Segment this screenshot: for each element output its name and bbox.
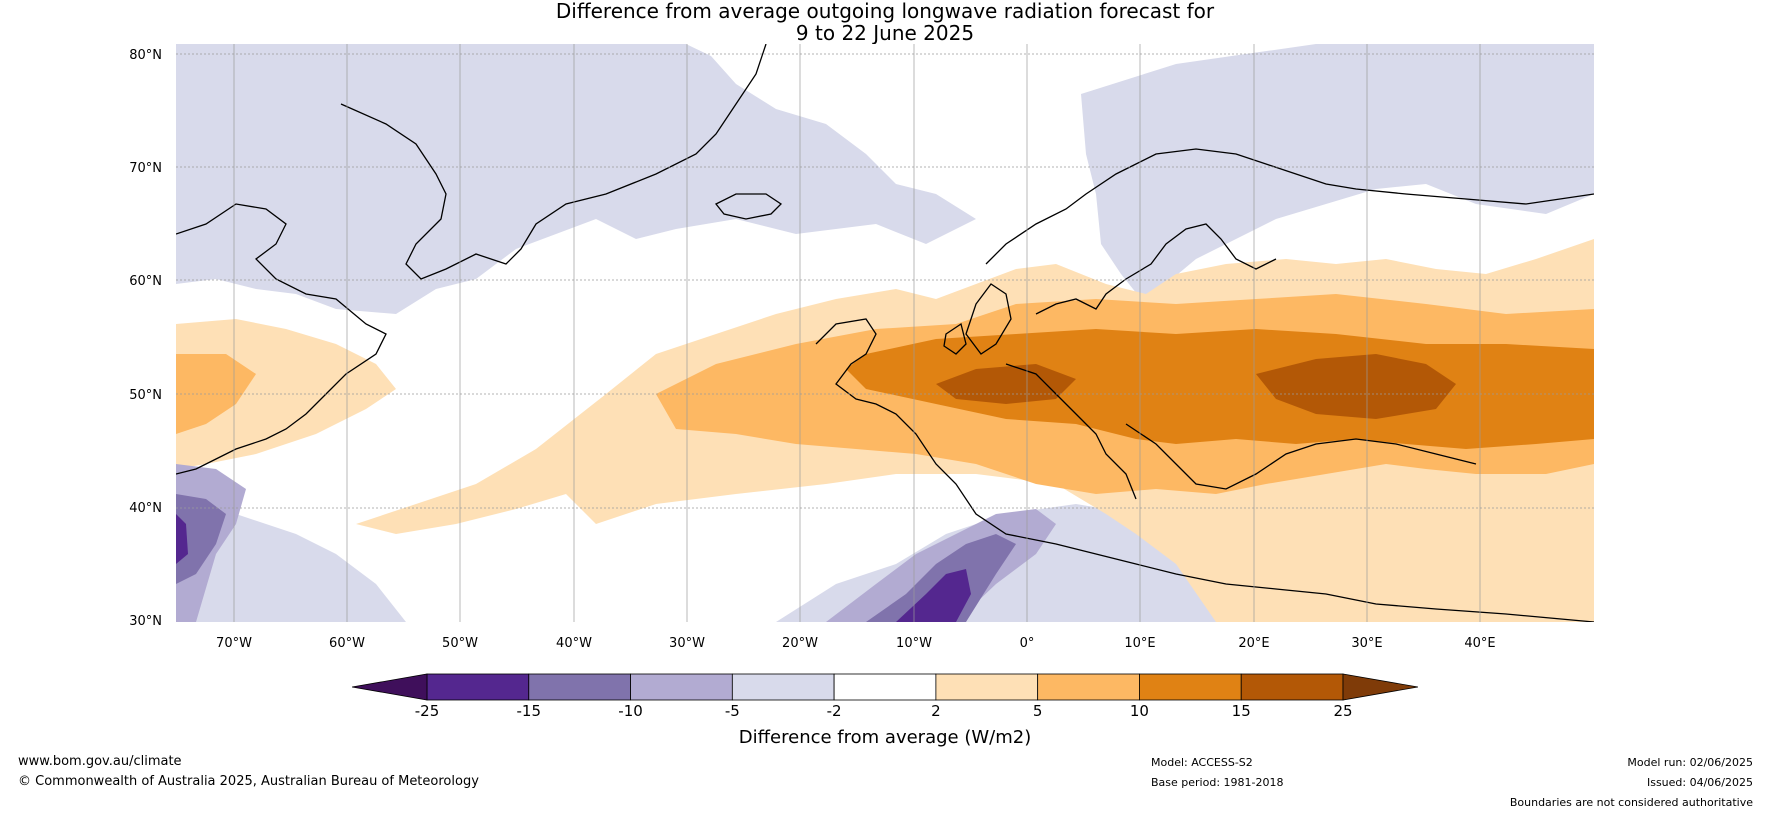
lon-label-20e: 20°E	[1238, 636, 1270, 651]
colorbar-tick-label: 15	[1231, 702, 1251, 720]
lon-label-20w: 20°W	[782, 636, 818, 651]
lon-label-0: 0°	[1019, 636, 1035, 651]
colorbar-cell	[426, 673, 530, 701]
anomaly-map	[176, 44, 1594, 622]
colorbar-cell	[935, 673, 1039, 701]
lat-label-40n: 40°N	[129, 501, 162, 516]
colorbar-cell	[833, 673, 937, 701]
lon-label-10w: 10°W	[896, 636, 932, 651]
colorbar-cell	[1240, 673, 1344, 701]
colorbar-tick-label: 2	[931, 702, 941, 720]
model-run-date: Model run: 02/06/2025	[1627, 756, 1753, 769]
colorbar-tick-label: -2	[826, 702, 842, 720]
colorbar-cell	[731, 673, 835, 701]
disclaimer-text: Boundaries are not considered authoritat…	[1509, 796, 1753, 809]
colorbar-tick-label: -25	[414, 702, 440, 720]
website-link[interactable]: www.bom.gov.au/climate	[18, 754, 182, 769]
map-title-line-1: Difference from average outgoing longwav…	[555, 0, 1215, 23]
lon-label-30e: 30°E	[1351, 636, 1383, 651]
colorbar-low-extend	[352, 673, 428, 701]
positive-anomaly-strong	[846, 329, 1594, 449]
colorbar-cell	[528, 673, 631, 701]
map-title-line-2: 9 to 22 June 2025	[795, 21, 975, 45]
lat-label-50n: 50°N	[129, 388, 162, 403]
issued-date: Issued: 04/06/2025	[1646, 776, 1753, 789]
lat-label-80n: 80°N	[129, 48, 162, 63]
graticule	[176, 44, 1594, 622]
colorbar-tick-label: -15	[516, 702, 542, 720]
colorbar-cell	[1037, 673, 1140, 701]
lon-label-50w: 50°W	[442, 636, 478, 651]
colorbar-tick-label: 10	[1129, 702, 1149, 720]
lat-label-30n: 30°N	[129, 614, 162, 629]
lon-label-30w: 30°W	[669, 636, 705, 651]
colorbar-cell	[1139, 673, 1242, 701]
negative-anomaly-region	[176, 44, 1594, 622]
coastlines	[176, 44, 1594, 622]
model-name: Model: ACCESS-S2	[1151, 756, 1253, 769]
colorbar-tick-label: -10	[618, 702, 643, 720]
lon-label-40e: 40°E	[1464, 636, 1496, 651]
lat-label-60n: 60°N	[129, 274, 162, 289]
lon-label-70w: 70°W	[216, 636, 252, 651]
colorbar-tick-label: -5	[724, 702, 740, 720]
colorbar-title: Difference from average (W/m2)	[738, 727, 1032, 748]
colorbar	[352, 673, 1418, 701]
lon-label-40w: 40°W	[556, 636, 592, 651]
lon-label-10e: 10°E	[1124, 636, 1156, 651]
lat-label-70n: 70°N	[129, 161, 162, 176]
colorbar-high-extend	[1342, 673, 1418, 701]
colorbar-cell	[630, 673, 733, 701]
colorbar-tick-label: 5	[1032, 702, 1043, 720]
colorbar-tick-label: 25	[1333, 702, 1353, 720]
negative-anomaly-strong	[176, 464, 1056, 622]
copyright-text: © Commonwealth of Australia 2025, Austra…	[18, 774, 479, 789]
base-period: Base period: 1981-2018	[1151, 776, 1284, 789]
lon-label-60w: 60°W	[329, 636, 365, 651]
